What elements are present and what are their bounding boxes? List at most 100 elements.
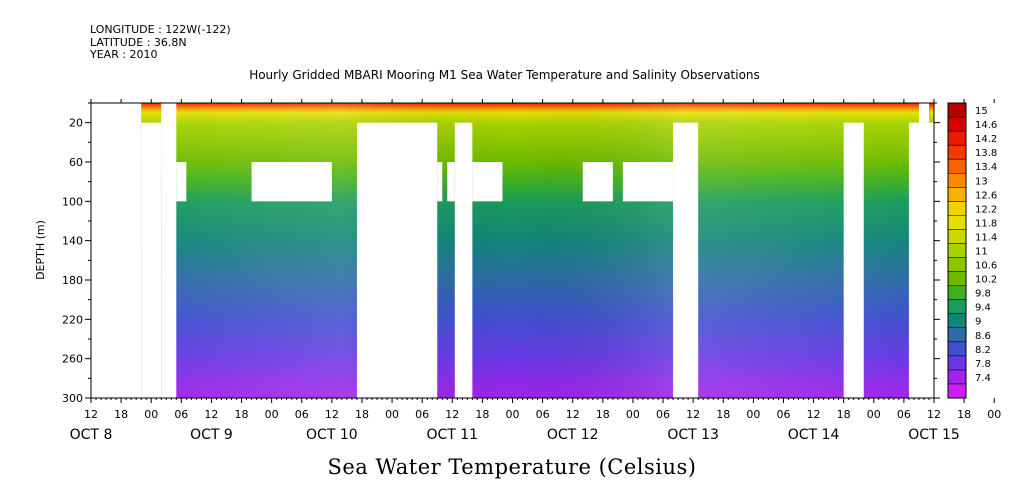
colorbar-label: 9.4 — [975, 303, 991, 314]
x-tick-label: 18 — [957, 408, 971, 421]
colorbar-swatch — [948, 313, 966, 329]
colorbar-title: Sea Water Temperature (Celsius) — [327, 455, 696, 479]
x-tick-label: 12 — [566, 408, 580, 421]
missing-data-block — [447, 162, 455, 202]
missing-data-block — [437, 162, 443, 202]
x-tick-label: 12 — [204, 408, 218, 421]
x-tick-label: 00 — [506, 408, 520, 421]
colorbar-frame — [947, 102, 967, 399]
x-tick-label: 18 — [475, 408, 489, 421]
colorbar-label: 7.4 — [975, 373, 991, 384]
colorbar-swatch — [948, 341, 966, 357]
x-day-label: OCT 12 — [547, 427, 599, 443]
colorbar-label: 12.2 — [975, 204, 997, 215]
colorbar-swatch — [948, 355, 966, 371]
missing-data-block — [251, 162, 332, 202]
y-tick-label: 220 — [62, 313, 83, 326]
y-axis-label: DEPTH (m) — [34, 220, 47, 280]
y-tick-label: 300 — [62, 392, 83, 405]
x-tick-label: 12 — [807, 408, 821, 421]
x-tick-label: 18 — [355, 408, 369, 421]
colorbar-label: 7.8 — [975, 359, 991, 370]
x-day-label: OCT 9 — [190, 427, 233, 443]
y-tick-label: 260 — [62, 353, 83, 366]
missing-data-block — [843, 122, 864, 399]
colorbar-swatch — [948, 117, 966, 132]
colorbar-label: 14.6 — [975, 120, 997, 131]
colorbar-swatch — [948, 229, 966, 244]
x-tick-label: 00 — [144, 408, 158, 421]
missing-data-block — [622, 162, 674, 202]
colorbar-swatch — [948, 271, 966, 287]
x-tick-label: 00 — [867, 408, 881, 421]
x-tick-label: 06 — [656, 408, 670, 421]
colorbar-label: 13.8 — [975, 148, 997, 159]
colorbar-swatch — [948, 369, 966, 385]
colorbar-label: 11 — [975, 247, 988, 258]
latitude-label: LATITUDE : 36.8N — [90, 36, 187, 49]
x-tick-label: 12 — [325, 408, 339, 421]
missing-data-block — [141, 122, 162, 399]
chart-title: Hourly Gridded MBARI Mooring M1 Sea Wate… — [249, 68, 760, 82]
colorbar-label: 10.6 — [975, 261, 997, 272]
x-tick-label: 06 — [174, 408, 188, 421]
x-day-label: OCT 11 — [426, 427, 478, 443]
x-tick-label: 00 — [626, 408, 640, 421]
y-tick-label: 60 — [69, 156, 83, 169]
x-tick-label: 18 — [716, 408, 730, 421]
x-tick-label: 06 — [295, 408, 309, 421]
x-day-label: OCT 10 — [306, 427, 358, 443]
colorbar-label: 13 — [975, 176, 988, 187]
missing-data-block — [673, 122, 699, 399]
x-tick-label: 06 — [897, 408, 911, 421]
colorbar-swatch — [948, 383, 966, 399]
colorbar-swatch — [948, 299, 966, 315]
x-day-label: OCT 14 — [788, 427, 840, 443]
x-tick-label: 06 — [776, 408, 790, 421]
y-tick-label: 100 — [62, 195, 83, 208]
colorbar-label: 9.8 — [975, 289, 991, 300]
x-tick-label: 18 — [114, 408, 128, 421]
x-tick-label: 00 — [385, 408, 399, 421]
colorbar-label: 8.6 — [975, 331, 991, 342]
x-tick-label: 12 — [686, 408, 700, 421]
colorbar-label: 9 — [975, 317, 981, 328]
missing-data-block — [582, 162, 613, 202]
x-tick-label: 00 — [987, 408, 1001, 421]
x-tick-label: 06 — [415, 408, 429, 421]
x-tick-label: 12 — [445, 408, 459, 421]
colorbar-label: 11.8 — [975, 218, 997, 229]
colorbar-label: 15 — [975, 106, 988, 117]
missing-data-block — [176, 162, 187, 202]
x-tick-label: 06 — [536, 408, 550, 421]
missing-data-block — [91, 103, 142, 398]
x-tick-label: 18 — [235, 408, 249, 421]
missing-data-block — [454, 122, 473, 399]
colorbar-swatch — [948, 103, 966, 118]
colorbar-swatch — [948, 201, 966, 216]
colorbar-swatch — [948, 187, 966, 202]
colorbar-label: 12.6 — [975, 190, 997, 201]
longitude-label: LONGITUDE : 122W(-122) — [90, 23, 231, 36]
x-tick-label: 00 — [746, 408, 760, 421]
colorbar-label: 10.2 — [975, 275, 997, 286]
x-day-label: OCT 15 — [908, 427, 960, 443]
colorbar-swatch — [948, 215, 966, 230]
colorbar-swatch — [948, 173, 966, 188]
temperature-field-shading — [91, 103, 934, 398]
y-tick-label: 20 — [69, 117, 83, 130]
x-tick-label: 18 — [596, 408, 610, 421]
x-tick-label: 00 — [265, 408, 279, 421]
x-tick-label: 12 — [84, 408, 98, 421]
colorbar-label: 8.2 — [975, 345, 991, 356]
x-day-label: OCT 8 — [70, 427, 113, 443]
missing-data-block — [908, 122, 934, 399]
colorbar-swatch — [948, 131, 966, 146]
missing-data-block — [161, 103, 177, 398]
missing-data-block — [472, 162, 503, 202]
colorbar-swatch — [948, 285, 966, 301]
missing-data-block — [356, 122, 438, 399]
colorbar-label: 11.4 — [975, 232, 997, 243]
colorbar-label: 14.2 — [975, 134, 997, 145]
